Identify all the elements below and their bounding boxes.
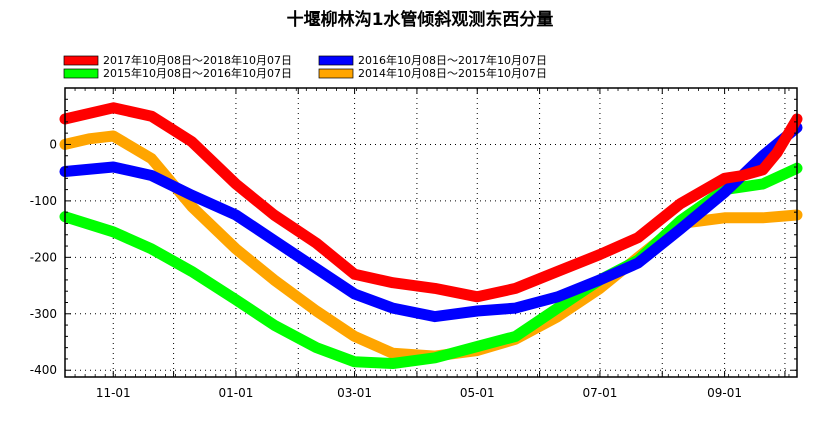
- series-3-point: [475, 344, 480, 349]
- series-4-point: [555, 314, 560, 319]
- series-4-point: [390, 351, 395, 356]
- series-2-point: [678, 227, 683, 232]
- series-2-point: [636, 260, 641, 265]
- plot-frame: [64, 87, 798, 378]
- series-2-point: [272, 238, 277, 243]
- y-tick-label: -300: [30, 307, 57, 321]
- series-4-point: [314, 308, 319, 313]
- legend: 2017年10月08日～2018年10月07日 2016年10月08日～2017…: [63, 53, 547, 80]
- x-tick-label: 05-01: [460, 386, 495, 400]
- series-1-point: [390, 280, 395, 285]
- series-4-point: [272, 277, 277, 282]
- series-4-point: [597, 286, 602, 291]
- series-4-point: [189, 204, 194, 209]
- y-tick-label: -200: [30, 250, 57, 264]
- legend-label-3: 2015年10月08日～2016年10月07日: [103, 66, 292, 80]
- series-1-point: [149, 114, 154, 119]
- series-3-point: [272, 323, 277, 328]
- series-1-point: [774, 150, 779, 155]
- series-4-point: [760, 215, 765, 220]
- series-2-point: [722, 190, 727, 195]
- series-1-point: [740, 173, 745, 178]
- x-tick-label: 09-01: [707, 386, 742, 400]
- series-1-point: [475, 294, 480, 299]
- y-tick-label: -100: [30, 194, 57, 208]
- series-1-point: [352, 272, 357, 277]
- series-3-point: [233, 297, 238, 302]
- series-1-point: [760, 167, 765, 172]
- series-3-point: [149, 246, 154, 251]
- series-3-point: [111, 229, 116, 234]
- legend-swatch-4: [318, 68, 354, 79]
- series-4-point: [149, 156, 154, 161]
- y-tick-label: 0: [49, 137, 57, 151]
- series-2-point: [189, 193, 194, 198]
- series-3-point: [513, 334, 518, 339]
- series-1-point: [636, 235, 641, 240]
- series-2-point: [352, 292, 357, 297]
- series-2-point: [760, 153, 765, 158]
- series-1-point: [722, 176, 727, 181]
- series-1-point: [189, 139, 194, 144]
- series-2-point: [390, 306, 395, 311]
- x-tick-label: 01-01: [218, 386, 253, 400]
- legend-swatch-1: [63, 55, 99, 66]
- chart-title: 十堰柳林沟1水管倾斜观测东西分量: [287, 9, 554, 30]
- y-tick-label: -400: [30, 363, 57, 377]
- series-1-point: [272, 213, 277, 218]
- series-2-point: [513, 306, 518, 311]
- series-2-point: [433, 314, 438, 319]
- series-1-point: [597, 252, 602, 257]
- legend-label-2: 2016年10月08日～2017年10月07日: [358, 53, 547, 67]
- series-1-point: [433, 286, 438, 291]
- x-tick-label: 07-01: [582, 386, 617, 400]
- series-4-point: [722, 215, 727, 220]
- series-2-point: [233, 213, 238, 218]
- series-1-point: [233, 181, 238, 186]
- series-line-1: [59, 102, 803, 303]
- axes: 0 -100 -200 -300 -400 11-01 01-01 03-01 05-01 07-…: [30, 88, 797, 400]
- series-3-point: [760, 181, 765, 186]
- series-2-point: [314, 266, 319, 271]
- legend-swatch-3: [63, 68, 99, 79]
- legend-swatch-2: [318, 55, 354, 66]
- series-1-point: [314, 241, 319, 246]
- series-1-point: [111, 105, 116, 110]
- series-1-point: [513, 286, 518, 291]
- x-tick-label: 03-01: [337, 386, 372, 400]
- series-4-point: [111, 133, 116, 138]
- x-tick-label: 11-01: [96, 386, 131, 400]
- series-3-point: [189, 269, 194, 274]
- series-2-point: [555, 294, 560, 299]
- series-3-point: [352, 359, 357, 364]
- series-3-point: [433, 355, 438, 360]
- series-2-point: [111, 165, 116, 170]
- series-4-point: [87, 136, 92, 141]
- series-3-point: [314, 345, 319, 350]
- series-line-4: [59, 130, 803, 362]
- series-1-point: [555, 269, 560, 274]
- series-4-point: [352, 334, 357, 339]
- series-3-point: [555, 306, 560, 311]
- series-2-point: [475, 308, 480, 313]
- series-3-point: [390, 361, 395, 366]
- legend-label-4: 2014年10月08日～2015年10月07日: [358, 66, 547, 80]
- legend-label-1: 2017年10月08日～2018年10月07日: [103, 53, 292, 67]
- series-1-point: [678, 201, 683, 206]
- series-4-point: [233, 246, 238, 251]
- series-2-point: [597, 277, 602, 282]
- series-group: [59, 102, 803, 369]
- series-2-point: [149, 173, 154, 178]
